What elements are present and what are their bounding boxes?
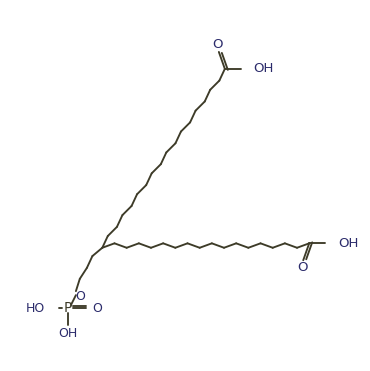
Text: O: O [75, 290, 85, 303]
Text: O: O [297, 261, 307, 274]
Text: OH: OH [58, 328, 78, 341]
Text: OH: OH [338, 237, 359, 250]
Text: P: P [64, 301, 72, 315]
Text: O: O [92, 302, 102, 315]
Text: O: O [213, 39, 223, 52]
Text: OH: OH [254, 62, 274, 75]
Text: HO: HO [26, 302, 45, 315]
